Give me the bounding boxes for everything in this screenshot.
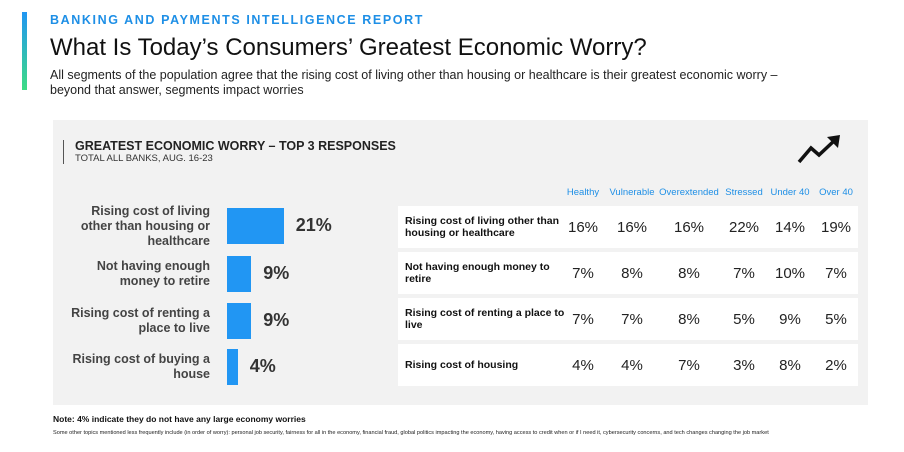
panel-rule [63,140,64,164]
table-cell: 14% [774,219,806,236]
table-cell: 4% [572,357,594,374]
table-cell: 5% [825,311,847,328]
page-subtitle: All segments of the population agree tha… [50,68,778,97]
table-cell: 10% [774,265,806,282]
table-cell: 16% [567,219,599,236]
bar [227,349,238,385]
bar [227,256,252,292]
chart-subtitle: TOTAL ALL BANKS, AUG. 16-23 [75,153,213,164]
table-cell: 16% [673,219,705,236]
table-cell: 19% [820,219,852,236]
table-cell: 3% [733,357,755,374]
row-label: Rising cost of living other than housing… [405,215,560,239]
row-label: Rising cost of renting a place to live [405,307,565,331]
column-header: Under 40 [770,187,810,198]
bar [227,208,284,244]
category-label: Rising cost of living other than housing… [80,203,210,248]
table-row [398,206,858,248]
note: Note: 4% indicate they do not have any l… [53,414,306,424]
column-header: Overextended [659,187,719,198]
table-cell: 8% [678,265,700,282]
value-label: 9% [263,263,290,283]
value-label: 4% [249,356,276,376]
column-header: Healthy [566,187,600,198]
eyebrow: BANKING AND PAYMENTS INTELLIGENCE REPORT [50,13,424,27]
column-header: Over 40 [819,187,853,198]
table-cell: 9% [779,311,801,328]
row-label: Rising cost of housing [405,359,519,371]
value-label: 21% [295,215,332,235]
table-cell: 7% [572,265,594,282]
table-cell: 4% [621,357,643,374]
table-cell: 8% [779,357,801,374]
table-cell: 8% [621,265,643,282]
table-row [398,252,858,294]
row-label: Not having enough money to retire [405,261,550,285]
chart-title: GREATEST ECONOMIC WORRY – TOP 3 RESPONSE… [75,139,396,153]
column-header: Vulnerable [609,187,655,198]
bar [227,303,252,339]
page-title: What Is Today’s Consumers’ Greatest Econ… [50,34,647,61]
table-row [398,298,858,340]
table-cell: 7% [825,265,847,282]
table-cell: 7% [572,311,594,328]
category-label: Rising cost of buying a house [72,352,210,381]
accent-bar [22,12,27,90]
table-cell: 16% [616,219,648,236]
trend-icon [797,135,840,164]
table-row [398,344,858,386]
table-cell: 2% [825,357,847,374]
category-label: Rising cost of renting a place to live [71,306,210,335]
table-cell: 7% [678,357,700,374]
table-cell: 5% [733,311,755,328]
category-label: Not having enough money to retire [96,259,210,288]
value-label: 9% [263,310,290,330]
table-cell: 7% [733,265,755,282]
footnote: Some other topics mentioned less frequen… [53,430,769,436]
table-cell: 8% [678,311,700,328]
column-header: Stressed [725,187,763,198]
table-cell: 7% [621,311,643,328]
table-cell: 22% [728,219,760,236]
